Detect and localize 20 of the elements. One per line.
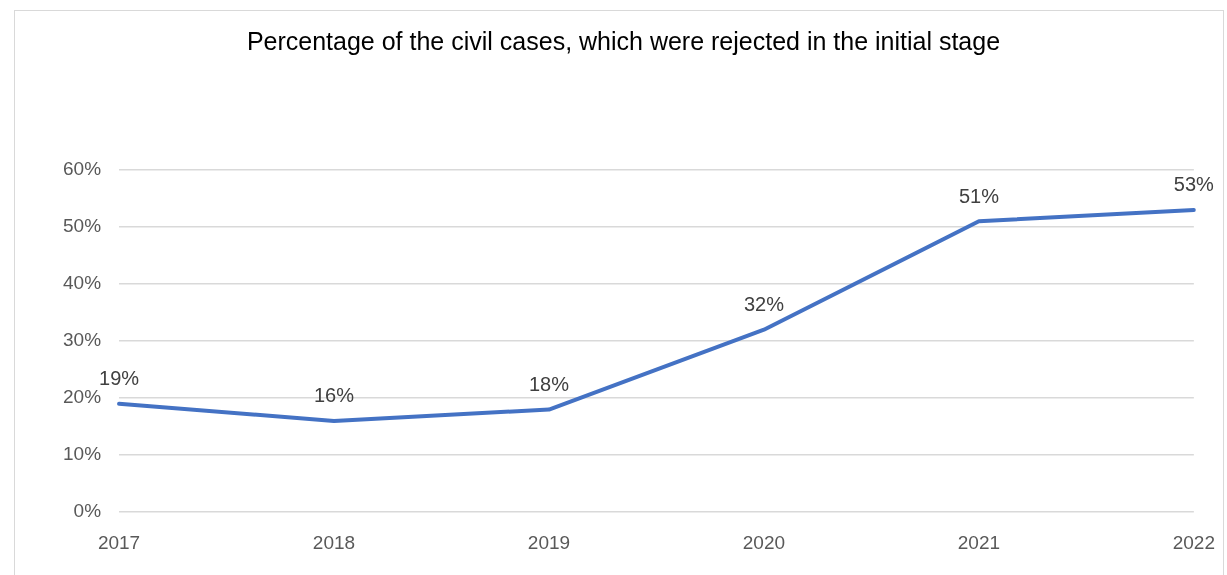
x-tick-label: 2020 [742,531,786,553]
x-tick-label: 2022 [1172,531,1216,553]
y-tick-label: 10% [63,443,102,465]
y-tick-label: 20% [63,386,102,408]
x-tick-label: 2018 [312,531,356,553]
data-label: 53% [1173,173,1215,196]
data-label: 18% [528,373,570,396]
y-tick-label: 0% [73,500,102,522]
y-tick-label: 60% [63,158,102,180]
data-label: 19% [99,367,140,390]
data-label: 16% [313,384,355,407]
chart-title: Percentage of the civil cases, which were rejected in the initial stage [246,26,1001,55]
x-tick-label: 2021 [957,531,1001,553]
data-label: 32% [743,293,785,316]
data-label: 51% [958,184,1000,207]
y-tick-label: 30% [63,329,102,351]
y-tick-label: 50% [63,215,102,237]
x-tick-label: 2019 [527,531,571,553]
y-tick-label: 40% [63,272,102,294]
x-tick-label: 2017 [97,531,141,553]
